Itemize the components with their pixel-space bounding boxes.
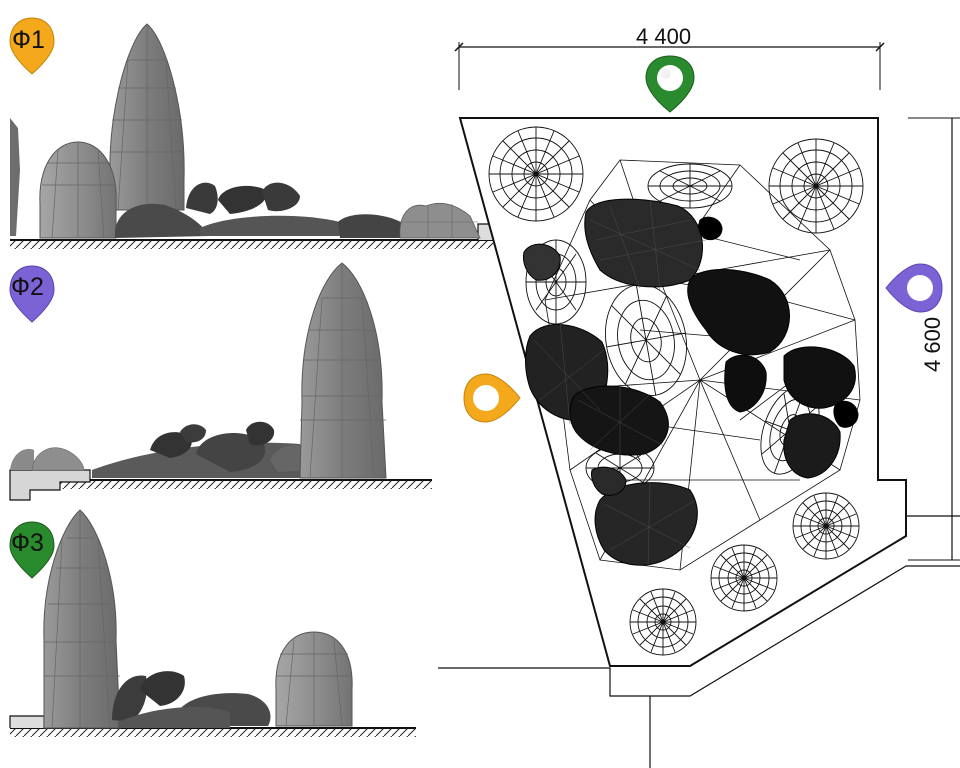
pin-f3[interactable] <box>9 521 55 579</box>
site-plan <box>438 42 960 768</box>
elevation-f3 <box>9 509 416 737</box>
pin-f2[interactable] <box>9 265 55 323</box>
width-dimension-label: 4 400 <box>636 24 692 49</box>
height-dimension-label: 4 600 <box>920 316 945 372</box>
pin-orange-left[interactable] <box>463 373 521 423</box>
elevation-label-f2: Ф2 <box>11 273 44 301</box>
pin-f1[interactable] <box>9 17 55 75</box>
elevation-label-f3: Ф3 <box>11 529 44 557</box>
elevation-f1 <box>10 23 501 249</box>
elevation-label-f1: Ф1 <box>12 26 45 54</box>
pin-purple-right[interactable] <box>885 263 943 313</box>
pin-green-top[interactable] <box>645 55 695 113</box>
boulders-plan <box>523 198 859 566</box>
elevation-f2 <box>9 262 432 501</box>
